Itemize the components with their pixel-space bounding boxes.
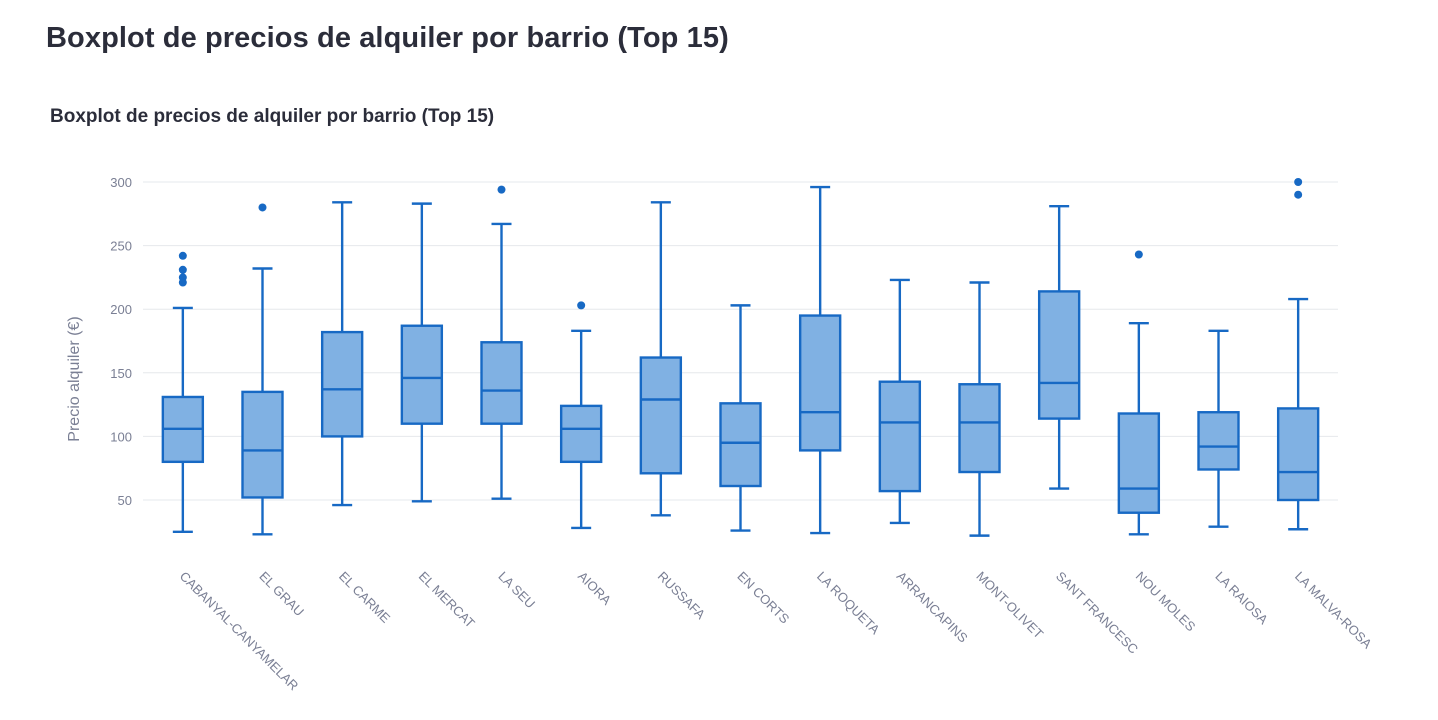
box-la roqueta bbox=[798, 185, 842, 535]
outlier-point bbox=[1134, 250, 1143, 259]
x-tick-label: LA MALVA-ROSA bbox=[1292, 569, 1375, 652]
x-tick-label: EN CORTS bbox=[734, 569, 792, 627]
x-tick-label: SANT FRANCESC bbox=[1053, 569, 1141, 657]
iqr-box bbox=[798, 314, 842, 452]
x-tick-label: EL CARME bbox=[336, 569, 393, 626]
iqr-box bbox=[1276, 407, 1320, 502]
box-russafa bbox=[639, 201, 683, 517]
outlier-point bbox=[497, 185, 506, 194]
x-tick-label: EL MERCAT bbox=[416, 569, 478, 631]
iqr-box bbox=[719, 402, 762, 488]
iqr-box bbox=[878, 380, 922, 493]
box-en corts bbox=[719, 304, 762, 532]
box-mont-olivet bbox=[958, 281, 1001, 537]
iqr-box bbox=[480, 341, 523, 425]
y-tick-label: 250 bbox=[110, 239, 132, 254]
outlier-point bbox=[1294, 178, 1303, 186]
iqr-box bbox=[320, 330, 364, 438]
outlier-point bbox=[1294, 190, 1303, 199]
y-axis-title: Precio alquiler (€) bbox=[66, 316, 83, 441]
iqr-box bbox=[639, 356, 683, 475]
x-tick-label: RUSSAFA bbox=[655, 569, 709, 623]
boxes-layer bbox=[161, 178, 1320, 537]
x-tick-label: AIORA bbox=[575, 569, 614, 608]
y-axis-ticks: 50 100 150 200 250 300 bbox=[110, 175, 132, 508]
boxplot-chart: Boxplot de precios de alquiler por barri… bbox=[0, 90, 1438, 720]
box-el carme bbox=[320, 201, 364, 507]
box-la seu bbox=[480, 185, 523, 500]
y-tick-label: 200 bbox=[110, 302, 132, 317]
box-arrancapins bbox=[878, 278, 922, 525]
box-aiora bbox=[559, 301, 603, 530]
iqr-box bbox=[241, 390, 284, 499]
iqr-box bbox=[400, 324, 444, 425]
box-el mercat bbox=[400, 202, 444, 503]
box-sant francesc bbox=[1037, 204, 1081, 490]
x-tick-label: LA ROQUETA bbox=[814, 569, 883, 638]
outlier-point bbox=[577, 301, 586, 310]
outlier-point bbox=[178, 278, 187, 287]
box-la raiosa bbox=[1197, 329, 1240, 528]
outlier-point bbox=[178, 265, 187, 274]
x-tick-label: MONT-OLIVET bbox=[973, 569, 1046, 642]
iqr-box bbox=[559, 404, 603, 464]
y-tick-label: 100 bbox=[110, 429, 132, 444]
iqr-box bbox=[1037, 290, 1081, 420]
x-tick-label: LA RAIOSA bbox=[1212, 569, 1271, 628]
box-cabanyal-canyamelar bbox=[161, 251, 205, 533]
iqr-box bbox=[1117, 412, 1161, 514]
x-tick-label: NOU MOLES bbox=[1133, 569, 1199, 635]
outlier-point bbox=[258, 203, 267, 212]
iqr-box bbox=[958, 383, 1001, 474]
y-tick-label: 150 bbox=[110, 366, 132, 381]
boxplot-svg: Boxplot de precios de alquiler por barri… bbox=[50, 106, 1375, 694]
page-title: Boxplot de precios de alquiler por barri… bbox=[46, 22, 729, 54]
x-tick-label: EL GRAU bbox=[256, 569, 307, 620]
box-la malva-rosa bbox=[1276, 178, 1320, 531]
box-el grau bbox=[241, 203, 284, 536]
x-tick-label: ARRANCAPINS bbox=[894, 569, 971, 646]
y-tick-label: 300 bbox=[110, 175, 132, 190]
outlier-point bbox=[178, 251, 187, 260]
chart-title: Boxplot de precios de alquiler por barri… bbox=[50, 106, 494, 127]
iqr-box bbox=[1197, 411, 1240, 471]
y-tick-label: 50 bbox=[118, 493, 132, 508]
x-tick-label: LA SEU bbox=[495, 569, 538, 612]
box-nou moles bbox=[1117, 250, 1161, 536]
